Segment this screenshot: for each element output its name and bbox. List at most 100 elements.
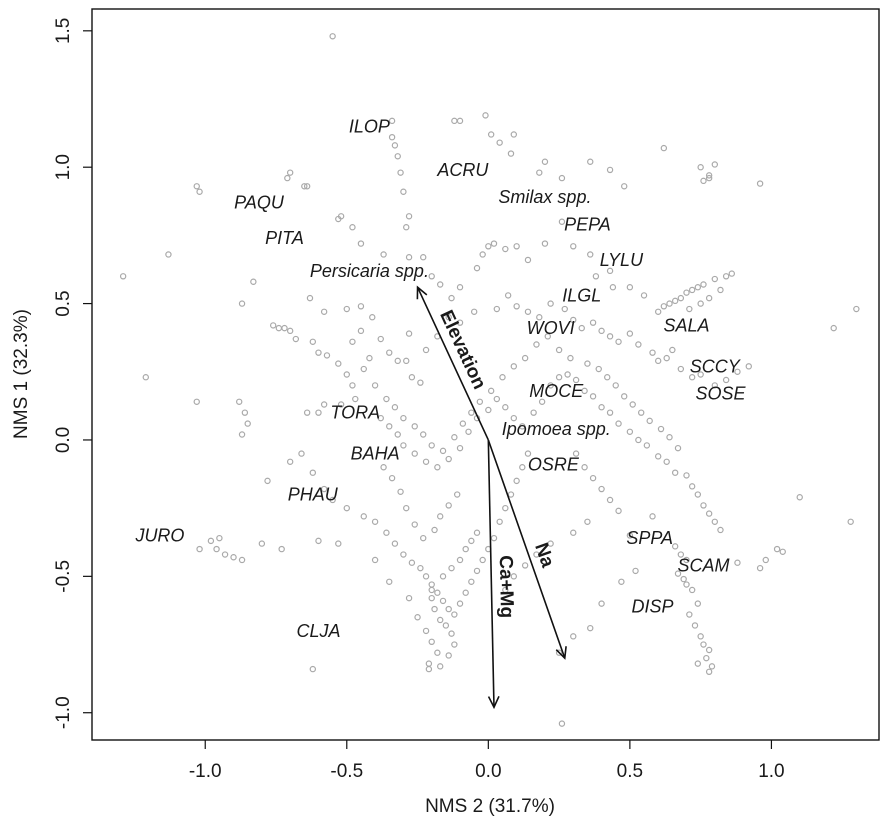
site-point: [428, 581, 435, 588]
site-point: [677, 551, 685, 558]
site-point: [403, 504, 410, 512]
plot-frame: [91, 8, 880, 741]
site-point: [654, 308, 662, 315]
site-point: [451, 641, 458, 648]
site-point: [513, 303, 520, 310]
site-point: [482, 112, 489, 119]
site-point: [473, 529, 481, 536]
site-point: [371, 518, 379, 525]
site-point: [632, 567, 639, 575]
site-point: [703, 654, 710, 662]
vector-label: Elevation: [435, 307, 490, 392]
site-point: [705, 668, 713, 676]
site-point: [142, 374, 149, 381]
site-point: [606, 496, 614, 504]
site-point: [686, 611, 693, 618]
site-point: [445, 502, 452, 509]
site-point: [570, 529, 577, 536]
y-tick-label: 1.5: [53, 18, 74, 44]
site-point: [303, 183, 311, 190]
site-point: [555, 374, 563, 381]
site-point: [403, 357, 410, 365]
site-point: [241, 409, 249, 416]
site-point: [654, 453, 662, 460]
site-point: [397, 169, 404, 176]
site-point: [371, 556, 379, 564]
y-tick-label: -0.5: [53, 560, 74, 593]
site-point: [357, 327, 365, 335]
site-point: [694, 660, 702, 667]
site-point: [434, 464, 441, 471]
site-point: [335, 360, 342, 367]
site-point: [536, 169, 543, 176]
site-point: [456, 319, 464, 326]
site-point: [425, 660, 433, 667]
site-point: [674, 570, 682, 577]
site-point: [428, 594, 435, 602]
site-point: [567, 354, 574, 362]
species-label: OSRE: [528, 455, 580, 475]
site-point: [258, 540, 266, 547]
site-point: [315, 349, 322, 356]
site-point: [496, 518, 503, 525]
site-point: [377, 414, 384, 422]
site-point: [439, 573, 447, 580]
site-point: [400, 414, 407, 422]
site-point: [694, 600, 702, 607]
site-point: [544, 333, 551, 340]
site-point: [281, 324, 288, 332]
site-point: [439, 447, 447, 455]
site-point: [541, 158, 549, 165]
site-point: [493, 305, 501, 313]
site-point: [595, 365, 602, 373]
site-point: [411, 423, 418, 430]
site-point: [196, 545, 203, 553]
site-point: [524, 308, 532, 315]
site-point: [853, 305, 860, 313]
site-point: [533, 341, 540, 348]
site-point: [606, 267, 614, 275]
site-point: [502, 404, 509, 411]
site-point: [547, 540, 554, 547]
species-label: PITA: [265, 228, 304, 248]
site-point: [238, 431, 246, 438]
site-point: [487, 387, 495, 395]
site-point: [445, 314, 452, 321]
site-point: [705, 294, 713, 302]
site-point: [459, 420, 467, 427]
site-point: [621, 393, 628, 400]
site-point: [589, 393, 597, 400]
site-point: [507, 491, 515, 498]
site-point: [434, 649, 441, 656]
site-point: [581, 464, 588, 471]
site-point: [286, 169, 294, 176]
site-point: [635, 436, 642, 444]
site-point: [320, 485, 328, 493]
site-point: [403, 224, 410, 231]
site-point: [366, 354, 373, 362]
site-point: [705, 174, 713, 182]
site-point: [468, 409, 475, 416]
site-point: [408, 559, 416, 566]
site-point: [649, 513, 656, 520]
site-point: [756, 180, 764, 187]
site-point: [570, 243, 577, 250]
y-tick-label: 1.0: [53, 154, 74, 180]
site-point: [626, 532, 634, 539]
site-point: [434, 589, 441, 596]
site-point: [309, 469, 317, 476]
site-point: [422, 573, 430, 580]
site-point: [510, 131, 518, 138]
site-point: [496, 139, 503, 146]
site-point: [377, 335, 384, 343]
vector-arrow: [416, 286, 490, 441]
site-point: [213, 545, 220, 553]
site-point: [216, 534, 223, 542]
site-point: [422, 346, 430, 354]
site-point: [570, 633, 577, 640]
vector-arrowhead: [487, 696, 500, 710]
site-point: [309, 338, 317, 345]
site-point: [119, 273, 127, 280]
site-point: [578, 324, 585, 332]
